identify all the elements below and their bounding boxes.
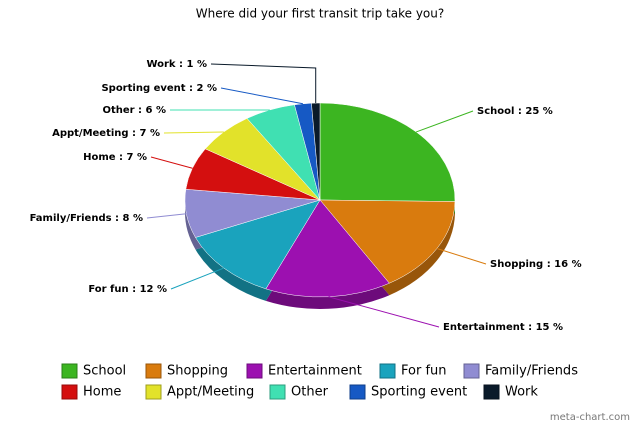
legend-swatch: [246, 363, 263, 379]
leader-line: [146, 213, 187, 219]
slice: [195, 199, 321, 290]
legend-label: Appt/Meeting: [167, 385, 254, 400]
slice: [265, 199, 390, 298]
data-label: School : 25 %: [477, 106, 553, 117]
data-label: Shopping : 16 %: [490, 259, 582, 270]
legend-swatch: [483, 384, 500, 400]
legend-label: Home: [83, 385, 121, 400]
legend-label: Shopping: [167, 364, 228, 379]
legend-swatch: [349, 384, 366, 400]
leader-line: [328, 296, 440, 328]
leader-line: [170, 267, 224, 290]
chart-title: Where did your first transit trip take y…: [196, 7, 444, 21]
legend-label: Sporting event: [371, 385, 467, 400]
legend-swatch: [145, 363, 162, 379]
data-label: Other : 6 %: [102, 105, 166, 116]
data-label: Sporting event : 2 %: [101, 83, 217, 94]
credit: meta-chart.com: [550, 412, 630, 423]
legend-label: Other: [291, 385, 329, 400]
data-label: Entertainment : 15 %: [443, 322, 563, 333]
legend-label: For fun: [401, 364, 447, 379]
legend-swatch: [61, 384, 78, 400]
legend-label: Work: [505, 385, 538, 400]
data-label: Work : 1 %: [146, 59, 207, 70]
legend-swatch: [463, 363, 480, 379]
slice: [319, 199, 456, 284]
leader-line: [436, 248, 487, 265]
legend-swatch: [379, 363, 396, 379]
legend-label: Entertainment: [268, 364, 362, 379]
legend-swatch: [145, 384, 162, 400]
legend-swatch: [61, 363, 78, 379]
leader-line: [210, 63, 317, 104]
leader-line: [150, 156, 193, 169]
leader-line: [416, 110, 474, 133]
leader-line: [220, 87, 304, 105]
legend-label: Family/Friends: [485, 364, 578, 379]
data-label: Appt/Meeting : 7 %: [52, 128, 160, 139]
data-label: For fun : 12 %: [88, 284, 167, 295]
leader-line: [163, 131, 224, 134]
legend-label: School: [83, 364, 126, 379]
slice: [319, 102, 456, 202]
legend-swatch: [269, 384, 286, 400]
data-label: Home : 7 %: [83, 152, 147, 163]
data-label: Family/Friends : 8 %: [30, 213, 143, 224]
